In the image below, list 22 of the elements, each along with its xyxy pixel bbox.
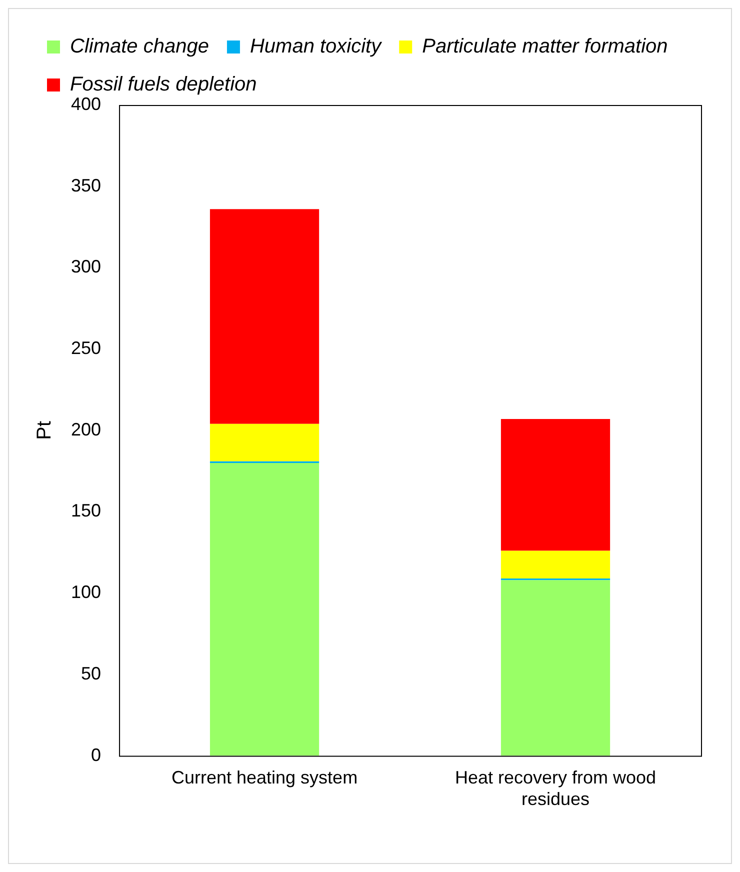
legend-label: Climate change xyxy=(70,36,209,58)
y-tick-label: 200 xyxy=(70,419,102,440)
y-tick-label: 250 xyxy=(70,338,102,358)
bar xyxy=(210,462,320,756)
y-axis-title: Pt xyxy=(34,420,56,440)
y-tick-label: 150 xyxy=(70,500,102,521)
x-tick-label: Current heating system xyxy=(171,768,358,788)
bar xyxy=(500,550,610,578)
y-tick-label: 400 xyxy=(70,94,102,114)
y-tick-label: 0 xyxy=(91,744,102,765)
y-tick-label: 300 xyxy=(70,256,102,277)
x-tick-label: Heat recovery from wood residues xyxy=(454,768,656,810)
bar xyxy=(210,209,320,424)
bar xyxy=(500,419,610,551)
bar xyxy=(500,580,610,756)
legend-label: Human toxicity xyxy=(250,36,382,58)
legend-label: Fossil fuels depletion xyxy=(70,74,257,96)
bar xyxy=(210,424,320,462)
legend-label: Particulate matter formation xyxy=(422,36,668,58)
y-tick-label: 350 xyxy=(70,175,102,196)
y-tick-label: 100 xyxy=(70,582,102,602)
y-tick-label: 50 xyxy=(81,663,102,684)
